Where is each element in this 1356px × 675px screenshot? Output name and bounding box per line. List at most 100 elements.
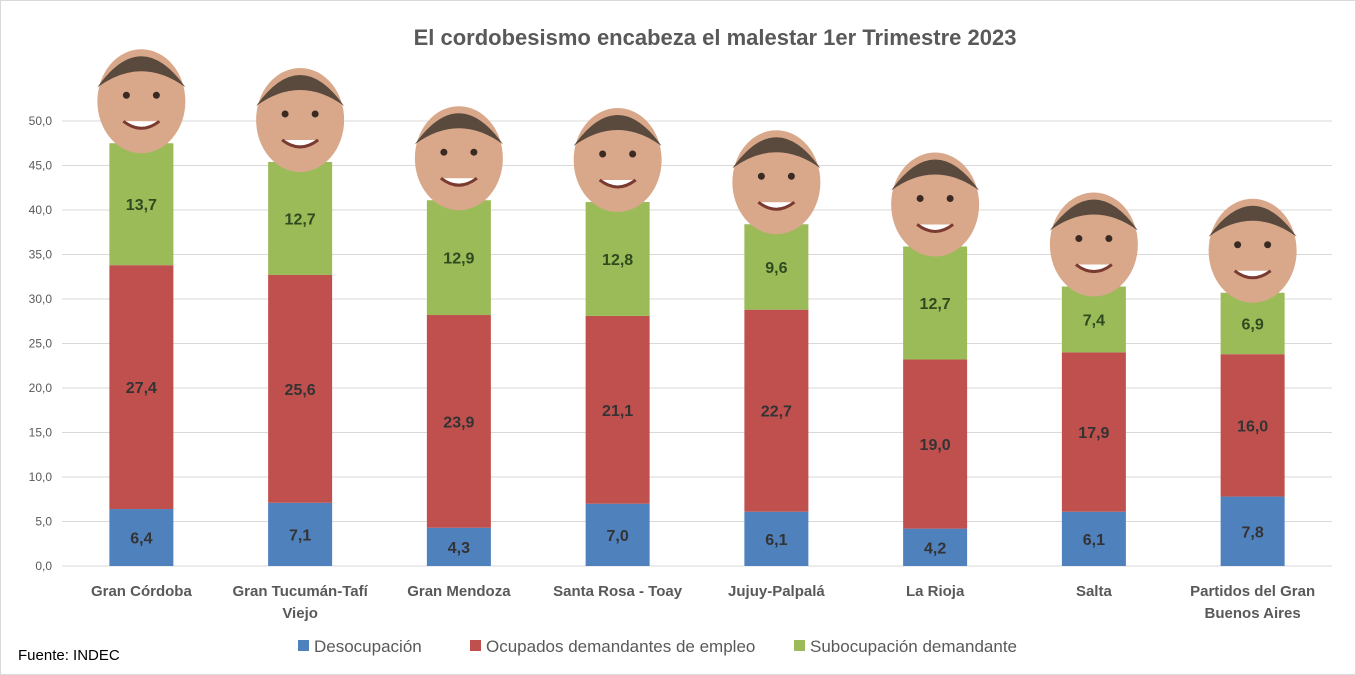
bar-segment bbox=[1061, 286, 1126, 353]
bar-segment bbox=[109, 265, 174, 510]
data-label: 16,0 bbox=[1237, 418, 1268, 435]
mouth bbox=[1233, 269, 1272, 280]
legend-swatch bbox=[794, 640, 805, 651]
data-label: 19,0 bbox=[920, 437, 951, 454]
y-tick-label: 15,0 bbox=[29, 426, 53, 440]
bar-segment bbox=[744, 309, 809, 512]
hair bbox=[1049, 199, 1138, 231]
bar-segment bbox=[585, 503, 650, 566]
bar-segment bbox=[1061, 352, 1126, 512]
mouth bbox=[1074, 263, 1113, 274]
data-label: 7,8 bbox=[1242, 524, 1264, 541]
mouth bbox=[281, 138, 320, 149]
hair bbox=[1208, 205, 1297, 237]
data-label: 7,0 bbox=[607, 528, 629, 545]
y-tick-label: 0,0 bbox=[35, 559, 52, 573]
source-note: Fuente: INDEC bbox=[18, 647, 120, 664]
x-category-label: Buenos Aires bbox=[1205, 605, 1301, 622]
y-tick-label: 40,0 bbox=[29, 203, 53, 217]
x-category-label: Gran Mendoza bbox=[407, 583, 511, 600]
data-label: 25,6 bbox=[285, 382, 316, 399]
x-category-label: Gran Córdoba bbox=[91, 583, 192, 600]
bar-segment bbox=[268, 502, 333, 566]
y-tick-label: 50,0 bbox=[29, 114, 53, 128]
eye bbox=[1075, 235, 1083, 243]
data-label: 6,1 bbox=[1083, 532, 1105, 549]
bar-segment bbox=[109, 509, 174, 566]
legend-label: Ocupados demandantes de empleo bbox=[486, 637, 755, 656]
data-label: 12,7 bbox=[285, 211, 316, 228]
legend-swatch bbox=[470, 640, 481, 651]
bar-segment bbox=[1220, 354, 1285, 497]
y-tick-label: 45,0 bbox=[29, 159, 53, 173]
data-label: 12,9 bbox=[443, 251, 474, 268]
mouth bbox=[916, 223, 955, 233]
mouth bbox=[598, 178, 637, 189]
data-label: 7,4 bbox=[1083, 312, 1105, 329]
legend-swatch bbox=[298, 640, 309, 651]
data-label: 4,2 bbox=[924, 540, 946, 557]
mouth bbox=[122, 120, 161, 130]
data-label: 23,9 bbox=[443, 414, 474, 431]
eye bbox=[311, 110, 319, 118]
data-label: 6,9 bbox=[1242, 316, 1264, 333]
bar-segment bbox=[903, 246, 968, 360]
bar-segment bbox=[268, 274, 333, 503]
chart-title: El cordobesismo encabeza el malestar 1er… bbox=[414, 25, 1017, 50]
bar-segment bbox=[585, 201, 650, 316]
bar-segment bbox=[1220, 292, 1285, 355]
bar-segment bbox=[426, 527, 491, 566]
eye bbox=[946, 194, 954, 202]
hair bbox=[97, 56, 186, 88]
eye bbox=[152, 91, 160, 99]
eye bbox=[1264, 241, 1272, 249]
data-label: 17,9 bbox=[1078, 425, 1109, 442]
x-category-label: Jujuy-Palpalá bbox=[728, 583, 825, 600]
hair bbox=[732, 137, 821, 169]
mouth bbox=[757, 201, 796, 211]
data-label: 4,3 bbox=[448, 540, 470, 557]
hair bbox=[573, 114, 662, 146]
y-tick-label: 5,0 bbox=[35, 515, 52, 529]
x-category-label: Salta bbox=[1076, 583, 1113, 600]
data-label: 7,1 bbox=[289, 527, 311, 544]
bar-segment bbox=[1061, 511, 1126, 566]
y-tick-label: 10,0 bbox=[29, 470, 53, 484]
y-tick-label: 30,0 bbox=[29, 292, 53, 306]
hair bbox=[414, 113, 503, 145]
eye bbox=[629, 150, 637, 158]
bar-segment bbox=[903, 359, 968, 529]
hair bbox=[256, 74, 345, 106]
hair bbox=[891, 159, 980, 191]
data-label: 12,8 bbox=[602, 252, 633, 269]
eye bbox=[916, 194, 924, 202]
x-category-label: Viejo bbox=[282, 605, 318, 622]
eye bbox=[599, 150, 607, 158]
bar-segment bbox=[1220, 496, 1285, 566]
x-category-label: Santa Rosa - Toay bbox=[553, 583, 683, 600]
y-tick-label: 20,0 bbox=[29, 381, 53, 395]
y-tick-label: 35,0 bbox=[29, 248, 53, 262]
eye bbox=[122, 91, 130, 99]
x-category-label: La Rioja bbox=[906, 583, 965, 600]
legend-label: Desocupación bbox=[314, 637, 422, 656]
legend-label: Subocupación demandante bbox=[810, 637, 1017, 656]
data-label: 12,7 bbox=[920, 296, 951, 313]
data-label: 6,4 bbox=[130, 531, 152, 548]
y-tick-label: 25,0 bbox=[29, 337, 53, 351]
data-label: 27,4 bbox=[126, 380, 157, 397]
data-label: 9,6 bbox=[765, 260, 787, 277]
data-label: 22,7 bbox=[761, 404, 792, 421]
eye bbox=[440, 148, 448, 156]
eye bbox=[281, 110, 289, 118]
bar-segment bbox=[426, 200, 491, 316]
bar-segment bbox=[109, 143, 174, 266]
bar-segment bbox=[903, 528, 968, 566]
bar-segment bbox=[744, 511, 809, 566]
x-category-label: Partidos del Gran bbox=[1190, 583, 1315, 600]
eye bbox=[757, 172, 765, 180]
bar-segment bbox=[268, 161, 333, 275]
data-label: 6,1 bbox=[765, 532, 787, 549]
data-label: 13,7 bbox=[126, 197, 157, 214]
